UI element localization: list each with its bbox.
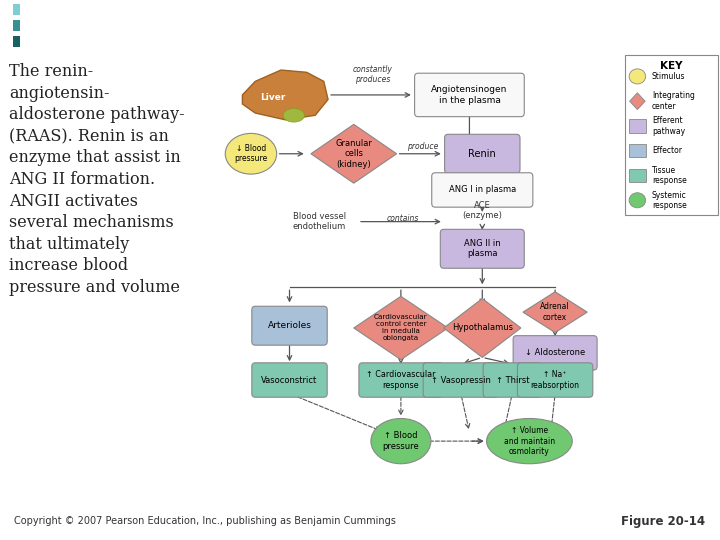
Text: ↑ Volume
and maintain
osmolarity: ↑ Volume and maintain osmolarity (504, 426, 555, 456)
Ellipse shape (225, 133, 276, 174)
Text: Efferent
pathway: Efferent pathway (652, 116, 685, 136)
FancyBboxPatch shape (444, 134, 520, 173)
Bar (629, 169, 646, 182)
Polygon shape (354, 296, 448, 360)
Text: Angiotensinogen
in the plasma: Angiotensinogen in the plasma (431, 85, 508, 105)
Text: Liver: Liver (260, 93, 285, 102)
Ellipse shape (371, 418, 431, 464)
FancyBboxPatch shape (415, 73, 524, 117)
Text: ↑ Blood
pressure: ↑ Blood pressure (382, 431, 419, 451)
Text: Systemic
response: Systemic response (652, 191, 687, 210)
Ellipse shape (487, 418, 572, 464)
Text: Sodium Balance: Sodium Balance (35, 14, 248, 38)
Bar (13, 20, 20, 31)
Text: ↑ Vasopressin: ↑ Vasopressin (431, 375, 491, 384)
Ellipse shape (629, 69, 646, 84)
Text: Integrating
center: Integrating center (652, 91, 695, 111)
Text: ↑ Cardiovascular
response: ↑ Cardiovascular response (366, 370, 436, 390)
Text: Effector: Effector (652, 146, 682, 155)
Text: ACE
(enzyme): ACE (enzyme) (462, 201, 503, 220)
Text: Granular
cells
(kidney): Granular cells (kidney) (336, 139, 372, 168)
FancyBboxPatch shape (432, 173, 533, 207)
Ellipse shape (283, 109, 305, 122)
Text: Cardiovascular
control center
in medulla
oblongata: Cardiovascular control center in medulla… (374, 314, 428, 341)
Polygon shape (243, 70, 328, 120)
Bar (13, 4, 20, 15)
Text: ↑ Na⁺
reabsorption: ↑ Na⁺ reabsorption (531, 370, 580, 390)
Text: Renin: Renin (469, 148, 496, 159)
Text: ↓ Aldosterone: ↓ Aldosterone (525, 348, 585, 357)
Text: Hypothalamus: Hypothalamus (451, 323, 513, 333)
Text: Copyright © 2007 Pearson Education, Inc., publishing as Benjamin Cummings: Copyright © 2007 Pearson Education, Inc.… (14, 516, 396, 526)
Text: produce: produce (407, 143, 438, 152)
Text: constantly
produces: constantly produces (353, 65, 393, 84)
Text: contains: contains (387, 213, 419, 222)
Bar (629, 144, 646, 158)
Polygon shape (523, 292, 588, 333)
FancyBboxPatch shape (518, 363, 593, 397)
Bar (13, 36, 20, 46)
Polygon shape (444, 299, 521, 357)
Polygon shape (629, 93, 645, 110)
FancyBboxPatch shape (423, 363, 498, 397)
FancyBboxPatch shape (359, 363, 443, 397)
FancyBboxPatch shape (513, 336, 597, 370)
Text: The renin-
angiotensin-
aldosterone pathway-
(RAAS). Renin is an
enzyme that ass: The renin- angiotensin- aldosterone path… (9, 63, 184, 296)
FancyBboxPatch shape (252, 363, 327, 397)
Text: Vasoconstrict: Vasoconstrict (261, 375, 318, 384)
Text: Stimulus: Stimulus (652, 72, 685, 81)
Bar (629, 119, 646, 133)
Text: ↑ Thirst: ↑ Thirst (495, 375, 529, 384)
Text: KEY: KEY (660, 62, 683, 71)
Text: ↓ Blood
pressure: ↓ Blood pressure (234, 144, 268, 164)
Text: Tissue
response: Tissue response (652, 166, 687, 185)
Text: ANG II in
plasma: ANG II in plasma (464, 239, 500, 259)
FancyBboxPatch shape (441, 230, 524, 268)
Text: Arterioles: Arterioles (268, 321, 312, 330)
Text: ANG I in plasma: ANG I in plasma (449, 185, 516, 194)
FancyBboxPatch shape (252, 306, 327, 345)
Text: Adrenal
cortex: Adrenal cortex (540, 302, 570, 322)
Ellipse shape (629, 193, 646, 208)
FancyBboxPatch shape (483, 363, 541, 397)
Text: Figure 20-14: Figure 20-14 (621, 515, 706, 528)
Polygon shape (311, 124, 397, 183)
Text: Blood vessel
endothelium: Blood vessel endothelium (293, 212, 346, 231)
